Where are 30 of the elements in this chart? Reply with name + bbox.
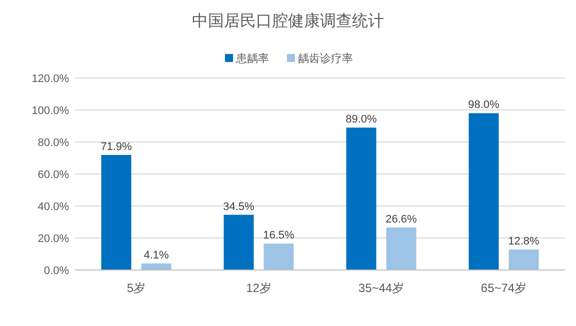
data-label: 89.0%	[346, 114, 378, 126]
data-label: 26.6%	[386, 213, 418, 226]
y-tick-label: 80.0%	[38, 137, 70, 149]
data-label: 34.5%	[223, 200, 255, 213]
data-label: 98.0%	[468, 99, 500, 112]
x-tick-label: 65~74岁	[480, 281, 527, 295]
y-tick-label: 40.0%	[38, 201, 70, 213]
x-tick-label: 35~44岁	[358, 281, 404, 295]
legend-label: 患龋率	[235, 52, 269, 65]
data-label: 16.5%	[263, 230, 295, 242]
y-tick-label: 100.0%	[32, 105, 70, 117]
bar	[346, 128, 376, 270]
x-tick-label: 5岁	[126, 281, 146, 295]
y-tick-label: 20.0%	[38, 233, 70, 245]
bar	[264, 244, 294, 270]
bar	[101, 154, 132, 270]
bar	[468, 113, 499, 270]
chart-title: 中国居民口腔健康调查统计	[192, 12, 384, 30]
y-tick-label: 120.0%	[32, 73, 70, 85]
data-label: 12.8%	[508, 236, 540, 248]
legend-label: 龋齿诊疗率	[298, 52, 353, 65]
data-label: 4.1%	[144, 249, 169, 262]
data-label: 71.9%	[100, 140, 132, 153]
y-tick-label: 0.0%	[44, 265, 70, 277]
bar	[141, 263, 172, 270]
y-tick-label: 60.0%	[38, 169, 70, 181]
bar	[386, 227, 416, 270]
bar	[508, 250, 539, 270]
bar	[224, 214, 254, 270]
x-tick-label: 12岁	[246, 281, 272, 295]
